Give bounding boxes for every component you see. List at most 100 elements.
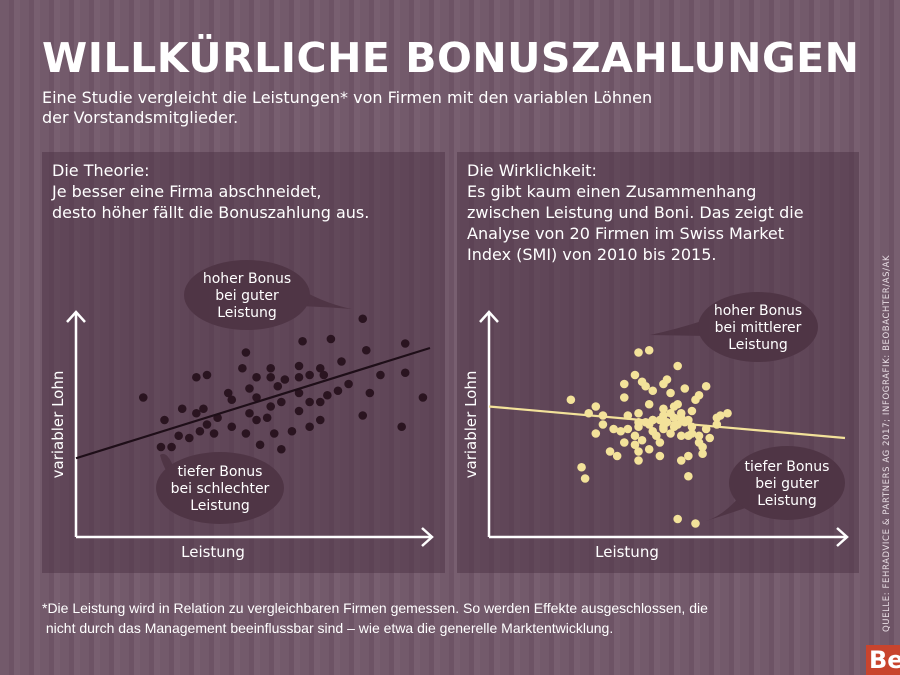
data-point xyxy=(252,372,261,382)
data-point xyxy=(315,363,325,373)
x-axis-label: Leistung xyxy=(181,543,245,561)
data-point xyxy=(680,384,690,393)
data-point xyxy=(319,370,329,380)
data-point xyxy=(619,438,629,447)
data-point xyxy=(591,429,601,438)
data-point xyxy=(659,422,668,432)
data-point xyxy=(684,415,693,425)
y-axis-label: variabler Lohn xyxy=(462,371,480,479)
trend-line xyxy=(488,405,846,440)
data-point xyxy=(376,370,385,380)
data-point xyxy=(644,399,654,409)
data-point xyxy=(634,447,643,456)
data-point xyxy=(245,408,254,418)
data-point xyxy=(241,429,251,438)
data-point xyxy=(673,361,682,371)
annotation-text: bei guter xyxy=(215,288,279,304)
annotation-text: Leistung xyxy=(757,493,816,509)
data-point xyxy=(418,393,428,402)
footnote-line: *Die Leistung wird in Relation zu vergle… xyxy=(42,600,708,616)
data-point xyxy=(669,422,679,432)
data-point xyxy=(673,399,682,409)
data-point xyxy=(634,456,643,465)
data-point xyxy=(287,426,297,436)
source-credit: QUELLE: FEHRADVICE & PARTNERS AG 2017; I… xyxy=(882,254,892,632)
data-point xyxy=(694,390,704,400)
data-point xyxy=(337,357,346,366)
y-axis-arrow-icon xyxy=(479,310,499,323)
annotation-text: Leistung xyxy=(190,498,249,514)
data-point xyxy=(252,393,261,402)
data-point xyxy=(637,435,647,445)
data-point xyxy=(333,386,343,396)
data-point xyxy=(612,451,622,461)
data-point xyxy=(673,514,682,524)
data-point xyxy=(305,422,314,432)
data-point xyxy=(361,345,371,355)
data-point xyxy=(400,339,410,348)
footnote: *Die Leistung wird in Relation zu vergle… xyxy=(42,598,862,638)
annotation-text: tiefer Bonus xyxy=(178,464,263,480)
data-point xyxy=(323,390,332,400)
data-point xyxy=(294,361,304,371)
data-point xyxy=(669,413,679,423)
data-point xyxy=(397,422,406,432)
data-point xyxy=(252,415,261,425)
data-point xyxy=(241,348,251,357)
data-point xyxy=(644,444,654,454)
data-point xyxy=(160,415,169,425)
data-point xyxy=(598,420,608,429)
theory-heading: Die Theorie: xyxy=(52,161,150,180)
data-point xyxy=(315,397,325,407)
data-point xyxy=(652,431,661,441)
x-axis-label: Leistung xyxy=(595,543,659,561)
bubble-body xyxy=(729,446,845,520)
data-point xyxy=(199,404,208,414)
subtitle-line: der Vorstandsmitglieder. xyxy=(42,108,239,127)
data-point xyxy=(305,370,314,380)
data-point xyxy=(223,388,233,398)
reality-line: Index (SMI) von 2010 bis 2015. xyxy=(467,245,717,264)
data-point xyxy=(280,375,290,384)
data-point xyxy=(358,314,368,324)
data-point xyxy=(630,370,640,380)
annotation-text: bei mittlerer xyxy=(715,320,802,336)
data-point xyxy=(698,449,707,459)
data-point xyxy=(202,370,212,380)
data-point xyxy=(609,424,618,434)
data-point xyxy=(192,408,201,418)
data-point xyxy=(648,386,658,396)
data-point xyxy=(616,426,626,436)
data-point xyxy=(623,424,633,434)
reality-heading: Die Wirklichkeit: xyxy=(467,161,597,180)
data-point xyxy=(138,393,148,402)
data-point xyxy=(209,429,219,438)
data-point xyxy=(701,381,711,391)
data-point xyxy=(630,440,640,450)
bubble-body xyxy=(156,452,284,524)
annotation-text: hoher Bonus xyxy=(203,271,291,287)
data-point xyxy=(167,442,176,452)
data-point xyxy=(634,422,643,432)
annotation-text: hoher Bonus xyxy=(714,303,802,319)
data-point xyxy=(227,395,237,405)
data-point xyxy=(315,415,325,425)
data-point xyxy=(266,402,276,411)
data-point xyxy=(630,431,640,441)
data-point xyxy=(326,334,336,344)
data-point xyxy=(676,413,686,423)
data-point xyxy=(195,426,205,436)
data-point xyxy=(666,429,675,438)
data-point xyxy=(577,462,586,472)
data-point xyxy=(662,375,672,384)
data-point xyxy=(676,431,686,441)
data-point xyxy=(238,363,247,373)
reality-line: Analyse von 20 Firmen im Swiss Market xyxy=(467,224,784,243)
subtitle-line: Eine Studie vergleicht die Leistungen* v… xyxy=(42,88,653,107)
data-point xyxy=(202,420,212,429)
y-axis-label: variabler Lohn xyxy=(49,371,67,479)
data-point xyxy=(192,372,201,382)
theory-panel: Die Theorie: Je besser eine Firma abschn… xyxy=(42,152,445,573)
data-point xyxy=(634,408,643,418)
